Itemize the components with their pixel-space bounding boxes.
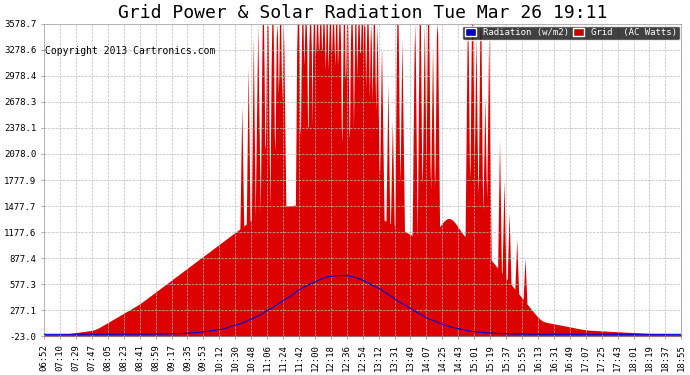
Text: Copyright 2013 Cartronics.com: Copyright 2013 Cartronics.com xyxy=(45,46,215,56)
Title: Grid Power & Solar Radiation Tue Mar 26 19:11: Grid Power & Solar Radiation Tue Mar 26 … xyxy=(118,4,607,22)
Legend: Radiation (w/m2), Grid  (AC Watts): Radiation (w/m2), Grid (AC Watts) xyxy=(462,26,680,40)
